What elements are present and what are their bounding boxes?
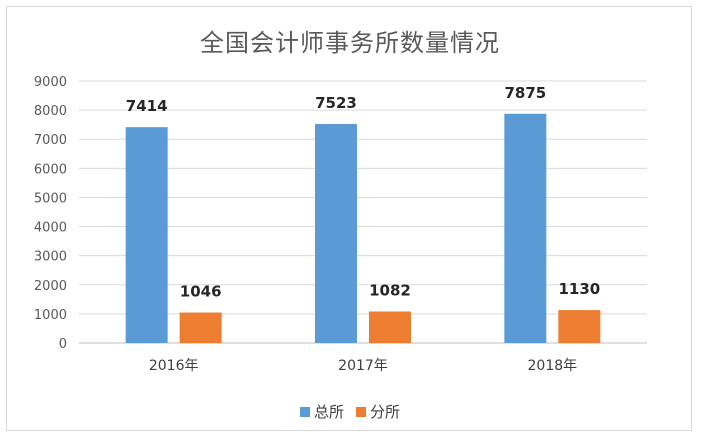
y-tick-label: 5000 <box>34 191 67 206</box>
bar-zongsuo <box>504 113 547 343</box>
legend-item: 分所 <box>356 401 400 422</box>
data-label: 1130 <box>558 280 600 298</box>
data-label: 1082 <box>369 282 411 300</box>
data-label: 7523 <box>315 94 357 112</box>
data-labels: 7414 1046 7523 1082 7875 1130 <box>126 84 600 301</box>
x-tick-label: 2016年 <box>149 358 199 374</box>
y-tick-label: 6000 <box>34 162 67 177</box>
data-label: 1046 <box>180 283 222 301</box>
y-tick-label: 4000 <box>34 221 67 236</box>
gridlines <box>79 80 647 344</box>
chart-frame: 全国会计师事务所数量情况 0 1000 2000 3000 4000 5000 6000 70… <box>6 6 692 431</box>
legend-label: 总所 <box>313 403 344 421</box>
x-tick-label: 2017年 <box>338 358 388 374</box>
y-tick-label: 3000 <box>34 250 67 265</box>
y-tick-label: 7000 <box>34 133 67 148</box>
legend-item: 总所 <box>299 401 344 422</box>
data-label: 7875 <box>504 84 546 102</box>
bar-fensuo <box>369 311 411 343</box>
x-axis: 2016年 2017年 2018年 <box>149 358 577 374</box>
bar-fensuo <box>558 310 601 343</box>
legend-label: 分所 <box>370 403 401 421</box>
bar-zongsuo <box>315 123 357 344</box>
bar-fensuo <box>179 312 222 343</box>
legend: 总所 分所 <box>7 401 693 422</box>
y-tick-label: 1000 <box>34 308 67 323</box>
y-tick-label: 0 <box>59 337 67 352</box>
data-label: 7414 <box>126 97 168 115</box>
legend-swatch <box>356 406 366 417</box>
y-axis: 0 1000 2000 3000 4000 5000 6000 7000 8000 9000 <box>34 75 67 352</box>
x-tick-label: 2018年 <box>528 358 578 374</box>
y-tick-label: 8000 <box>34 104 67 119</box>
legend-swatch <box>299 406 310 417</box>
y-tick-label: 2000 <box>34 279 67 294</box>
bars <box>125 113 601 344</box>
y-tick-label: 9000 <box>34 75 67 90</box>
chart-title: 全国会计师事务所数量情况 <box>200 29 500 57</box>
bar-chart: 0 1000 2000 3000 4000 5000 6000 7000 8000 9000 74… <box>34 75 647 374</box>
bar-zongsuo <box>125 127 168 343</box>
